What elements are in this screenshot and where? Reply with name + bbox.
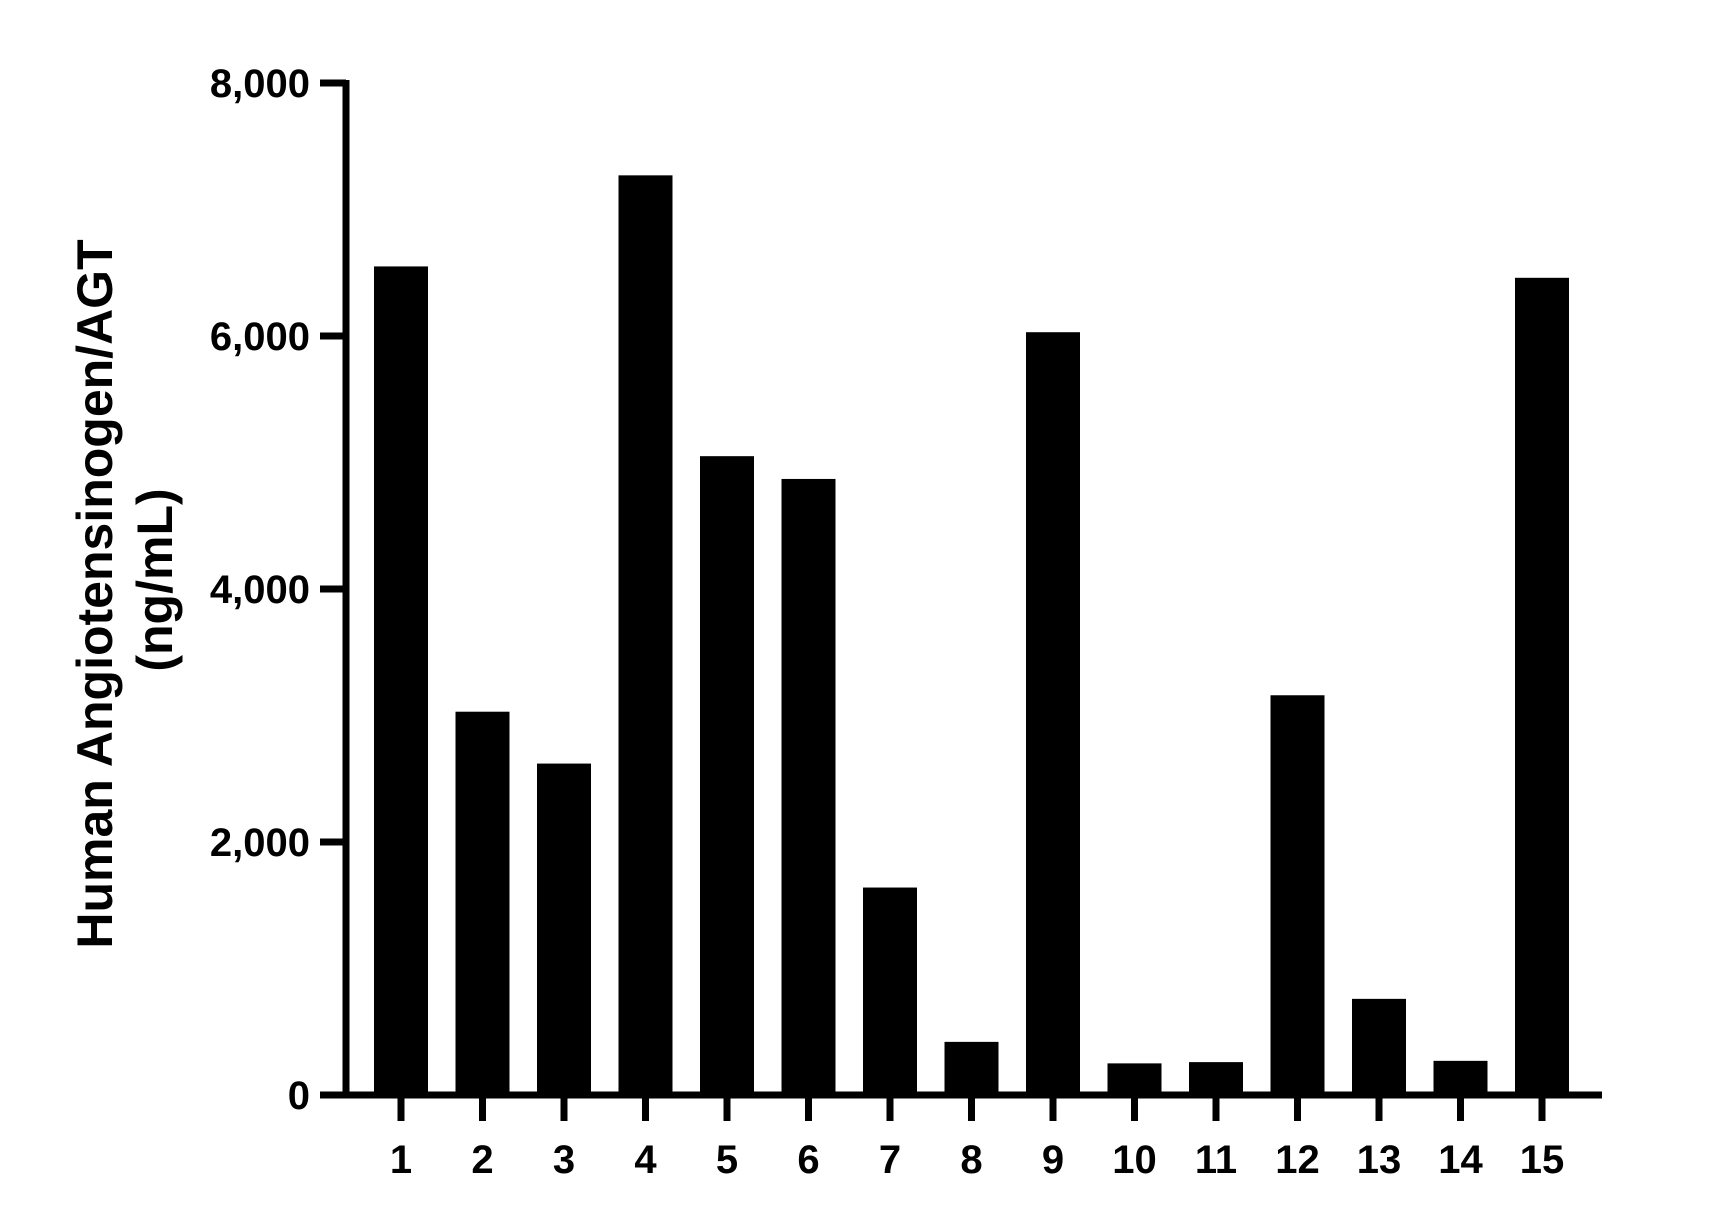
y-axis-title-line2: (ng/mL) bbox=[127, 488, 183, 671]
x-tick-label: 8 bbox=[960, 1138, 982, 1182]
bar-4 bbox=[618, 175, 673, 1096]
bar-8 bbox=[944, 1041, 999, 1095]
x-tick-label: 5 bbox=[716, 1138, 738, 1182]
y-axis-title-line1: Human Angiotensinogen/AGT bbox=[67, 239, 123, 948]
x-tick-label: 15 bbox=[1520, 1138, 1565, 1182]
x-tick-label: 1 bbox=[390, 1138, 412, 1182]
y-tick-label: 2,000 bbox=[210, 821, 310, 865]
bar-1 bbox=[374, 266, 428, 1095]
bar-2 bbox=[455, 711, 510, 1095]
bars-group bbox=[374, 175, 1569, 1096]
x-tick-label: 9 bbox=[1042, 1138, 1064, 1182]
y-tick-label: 0 bbox=[288, 1074, 310, 1118]
x-tick-label: 12 bbox=[1275, 1138, 1320, 1182]
x-tick-label: 6 bbox=[797, 1138, 819, 1182]
y-tick-label: 4,000 bbox=[210, 568, 310, 612]
bar-5 bbox=[700, 456, 754, 1095]
x-tick-label: 7 bbox=[879, 1138, 901, 1182]
x-axis-ticks: 1 2 3 4 5 6 7 8 9 10 11 12 13 14 15 bbox=[390, 1095, 1564, 1182]
x-tick-label: 3 bbox=[553, 1138, 575, 1182]
bar-12 bbox=[1270, 695, 1325, 1095]
bar-14 bbox=[1433, 1060, 1488, 1095]
x-tick-label: 11 bbox=[1195, 1138, 1237, 1182]
bar-11 bbox=[1189, 1062, 1243, 1095]
x-tick-label: 13 bbox=[1357, 1138, 1402, 1182]
y-axis-ticks: 0 2,000 4,000 6,000 8,000 bbox=[210, 62, 346, 1118]
bar-3 bbox=[537, 763, 591, 1095]
bar-15 bbox=[1515, 277, 1569, 1095]
x-tick-label: 10 bbox=[1112, 1138, 1157, 1182]
x-tick-label: 2 bbox=[471, 1138, 493, 1182]
y-tick-label: 6,000 bbox=[210, 315, 310, 359]
bar-10 bbox=[1107, 1063, 1162, 1095]
bar-13 bbox=[1352, 998, 1406, 1095]
x-tick-label: 4 bbox=[634, 1138, 657, 1182]
y-tick-label: 8,000 bbox=[210, 62, 310, 106]
bar-7 bbox=[863, 887, 917, 1095]
bar-9 bbox=[1026, 332, 1080, 1096]
x-tick-label: 14 bbox=[1438, 1138, 1483, 1182]
bar-6 bbox=[781, 478, 836, 1095]
